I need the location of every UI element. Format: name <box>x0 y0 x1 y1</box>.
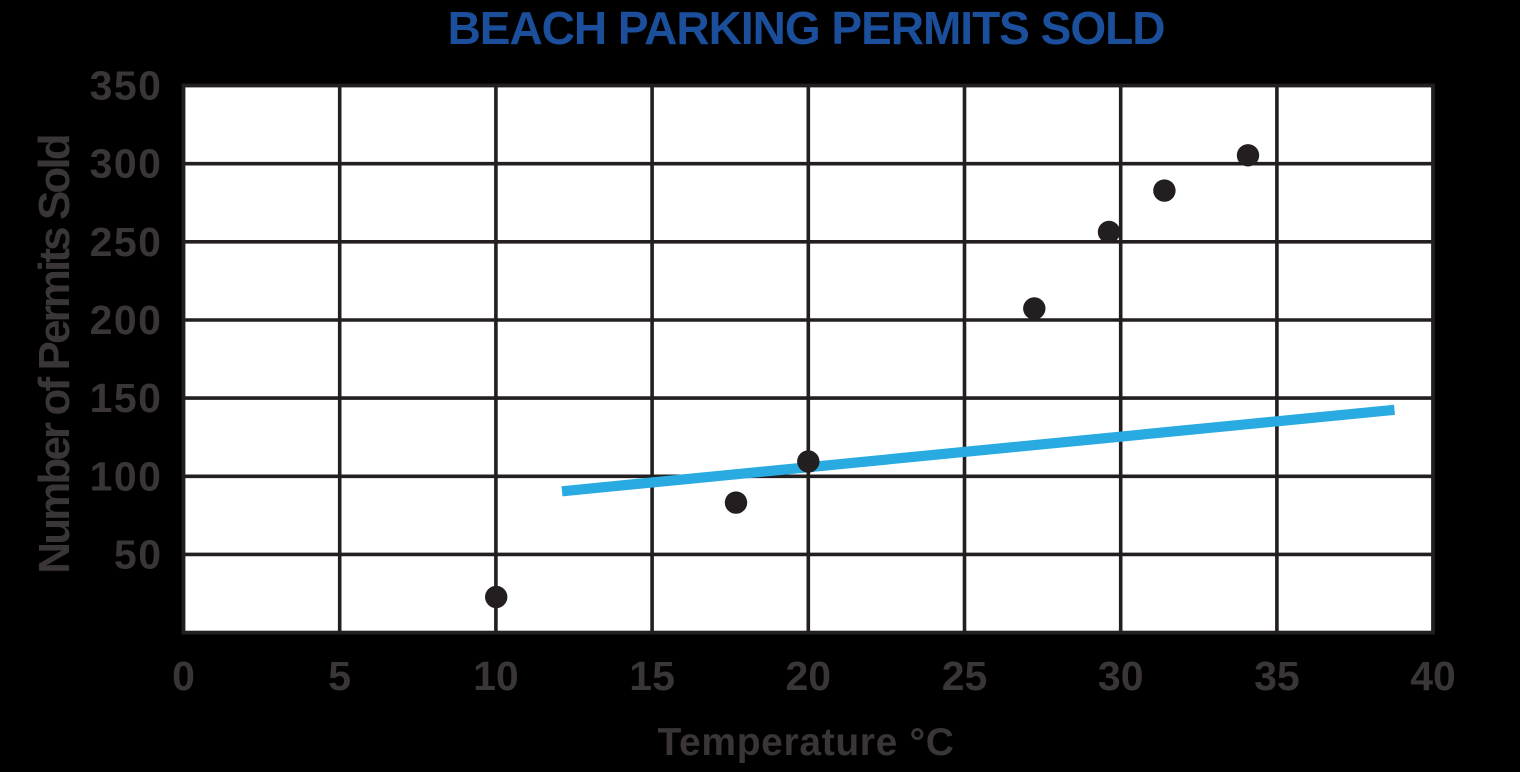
svg-text:30: 30 <box>1098 653 1144 699</box>
svg-text:25: 25 <box>942 653 988 699</box>
svg-text:BEACH PARKING PERMITS SOLD: BEACH PARKING PERMITS SOLD <box>448 2 1165 54</box>
svg-text:250: 250 <box>90 219 163 265</box>
svg-text:300: 300 <box>90 141 163 187</box>
svg-text:35: 35 <box>1254 653 1300 699</box>
svg-text:Temperature °C: Temperature °C <box>657 721 954 764</box>
svg-text:150: 150 <box>90 375 163 421</box>
svg-text:0: 0 <box>172 653 195 699</box>
svg-text:15: 15 <box>629 653 675 699</box>
svg-text:200: 200 <box>90 297 163 343</box>
svg-text:100: 100 <box>90 453 163 499</box>
svg-text:50: 50 <box>114 531 163 577</box>
svg-text:5: 5 <box>328 653 351 699</box>
svg-text:20: 20 <box>785 653 831 699</box>
svg-text:350: 350 <box>90 63 163 109</box>
svg-text:Number of Permits Sold: Number of Permits Sold <box>30 136 79 573</box>
svg-text:10: 10 <box>473 653 519 699</box>
svg-text:40: 40 <box>1410 653 1456 699</box>
